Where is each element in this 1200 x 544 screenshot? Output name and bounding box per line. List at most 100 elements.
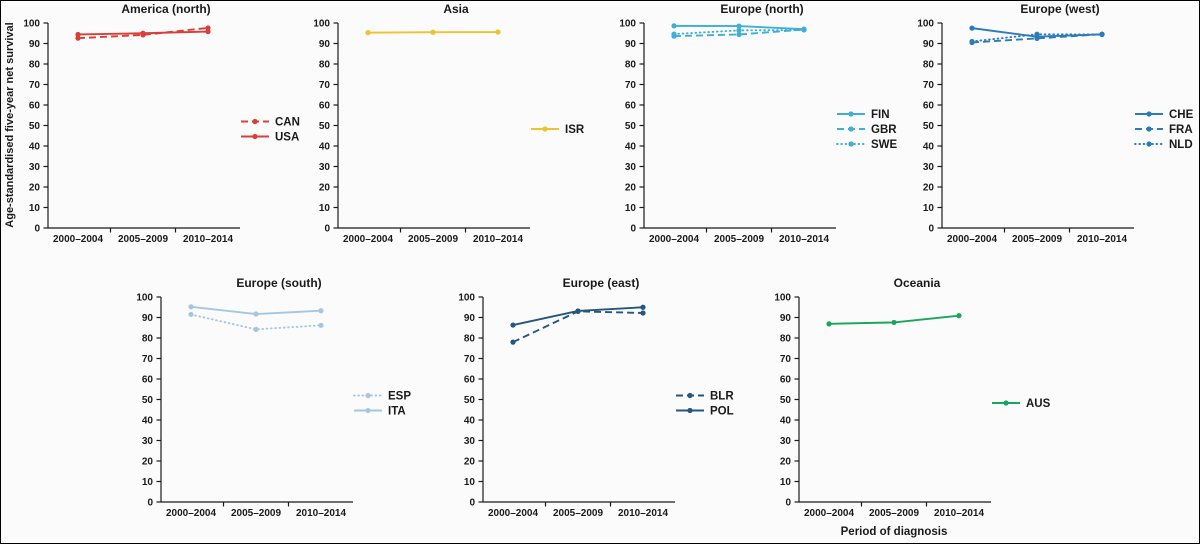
y-tick-label: 30 [464,436,476,447]
y-tick-label: 50 [319,121,331,132]
legend-item-AUS: AUS [992,398,1051,410]
legend-item-ISR: ISR [531,124,585,136]
legend-item-BLR: BLR [676,391,734,403]
legend-marker [542,126,548,132]
data-point-NLD [1099,31,1105,38]
y-tick-label: 90 [142,313,154,324]
y-tick-label: 0 [630,224,636,235]
y-tick-label: 100 [619,19,636,30]
y-tick-label: 70 [923,80,935,91]
data-point-CAN [75,35,81,41]
plot-europe-south: Europe (south) 0 10 20 30 40 50 60 70 80 90 100 2000… [136,276,411,519]
legend-label: NLD [1169,139,1193,151]
x-tick-label: 2000–2004 [166,508,216,519]
y-tick-label: 80 [142,334,154,345]
legend-item-ESP: ESP [353,391,411,403]
x-tick-label: 2005–2009 [869,508,919,519]
plot-europe-west: Europe (west) 0 10 20 30 40 50 60 70 80 90 100 2000–… [917,2,1194,245]
y-tick-label: 10 [464,477,476,488]
legend-item-GBR: GBR [837,124,897,136]
plot-asia: Asia 0 10 20 30 40 50 60 70 80 90 100 2000–2004 2005–… [313,2,585,245]
data-point-AUS [956,313,962,319]
data-point-USA [75,31,81,38]
data-point-ITA [188,304,194,310]
axes [794,296,991,507]
y-tick-label: 20 [464,457,476,468]
y-tick-label: 100 [917,19,934,30]
data-point-ESP [318,322,324,328]
y-tick-label: 30 [142,436,154,447]
y-tick-label: 70 [319,80,331,91]
y-tick-label: 0 [928,224,934,235]
legend-label: BLR [710,391,734,403]
data-point-ITA [318,308,324,314]
data-point-POL [510,322,516,328]
y-tick-label: 90 [319,39,331,50]
data-point-CHE [969,25,975,31]
y-tick-label: 40 [923,142,935,153]
chart-title: Europe (east) [563,276,640,290]
y-tick-label: 40 [780,416,792,427]
legend-marker [848,111,854,117]
chart-title: America (north) [121,2,210,16]
legend-marker [1003,400,1009,406]
y-tick-label: 100 [458,293,475,304]
y-tick-label: 40 [142,416,154,427]
plot-europe-east: Europe (east) 0 10 20 30 40 50 60 70 80 90 100 2000–… [458,276,734,519]
legend-item-CHE: CHE [1135,109,1194,121]
y-tick-label: 60 [923,101,935,112]
y-tick-label: 0 [469,498,475,509]
x-tick-label: 2000–2004 [649,234,699,245]
legend-label: FRA [1169,124,1193,136]
y-tick-label: 60 [625,101,637,112]
legend-label: ITA [388,406,406,418]
y-tick-label: 90 [780,313,792,324]
y-tick-label: 20 [29,183,41,194]
data-point-AUS [826,321,832,327]
y-tick-label: 10 [625,203,637,214]
legend-marker [252,133,258,140]
x-tick-label: 2000–2004 [947,234,997,245]
x-tick-label: 2000–2004 [53,234,103,245]
data-point-ISR [495,29,501,35]
panel-asia: Asia 0 10 20 30 40 50 60 70 80 90 100 2000–2004 2005–… [293,1,597,253]
legend-marker [848,141,854,147]
legend-item-NLD: NLD [1134,139,1193,151]
x-tick-label: 2005–2009 [118,234,168,245]
y-tick-label: 30 [923,162,935,173]
legend-label: ISR [565,124,585,136]
x-tick-label: 2010–2014 [473,234,523,245]
y-tick-label: 80 [780,334,792,345]
data-point-BLR [510,339,516,345]
x-tick-label: 2010–2014 [296,508,346,519]
data-point-SWE [671,31,677,37]
y-tick-label: 20 [923,183,935,194]
y-tick-label: 90 [625,39,637,50]
y-tick-label: 50 [625,121,637,132]
legend-item-FIN: FIN [837,109,890,121]
legend-label: USA [275,132,299,144]
y-tick-label: 90 [29,39,41,50]
data-point-FRA [1034,35,1040,41]
plot-europe-north: Europe (north) 0 10 20 30 40 50 60 70 80 90 100 2000… [619,2,897,245]
legend-item-CAN: CAN [241,117,300,129]
data-point-POL [575,308,581,314]
data-point-USA [205,29,211,35]
y-tick-label: 50 [29,121,41,132]
data-point-CAN [205,25,211,31]
legend-marker [687,392,693,399]
series-SWE [671,27,807,37]
legend-item-ITA: ITA [354,406,406,418]
data-point-SWE [801,27,807,33]
y-tick-label: 0 [324,224,330,235]
y-tick-label: 70 [625,80,637,91]
x-tick-label: 2005–2009 [553,508,603,519]
series-line-ESP [190,313,322,331]
x-axis-label: Period of diagnosis [840,526,948,538]
axes [43,22,240,233]
series-line-BLR [512,310,644,343]
y-tick-label: 50 [142,395,154,406]
plot-america-north: America (north) 0 10 20 30 40 50 60 70 80 90 100 200… [23,2,300,245]
data-point-BLR [640,310,646,316]
plot-oceania: Oceania 0 10 20 30 40 50 60 70 80 90 100 2000–2004 20… [774,276,1051,519]
